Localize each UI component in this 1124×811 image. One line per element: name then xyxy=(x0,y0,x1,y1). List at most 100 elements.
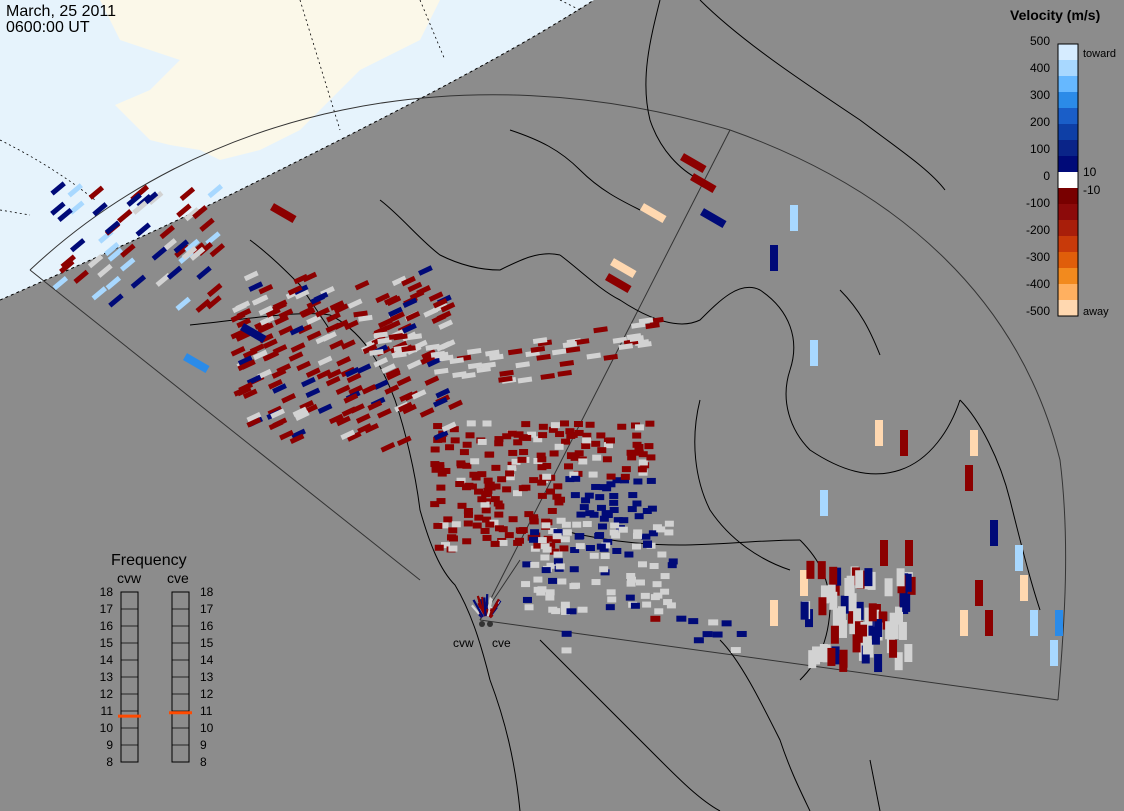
radar-cell xyxy=(181,245,198,261)
radar-cell xyxy=(605,273,632,293)
radar-cell xyxy=(626,572,636,579)
radar-cell xyxy=(348,384,364,396)
radar-cell xyxy=(582,432,592,439)
radar-cell xyxy=(434,544,444,551)
radar-cell xyxy=(646,477,656,484)
radar-cell xyxy=(605,437,615,444)
colorbar-segment xyxy=(1058,44,1078,61)
radar-cell xyxy=(325,375,341,387)
radar-cell xyxy=(104,220,121,235)
radar-cell xyxy=(853,608,862,627)
radar-cell xyxy=(358,314,373,322)
radar-cell xyxy=(902,593,911,612)
radar-cell xyxy=(274,314,289,326)
radar-cell xyxy=(59,259,75,274)
radar-cell xyxy=(281,393,296,404)
radar-cell xyxy=(313,291,329,303)
radar-cell xyxy=(664,520,674,527)
radar-cell xyxy=(515,361,530,369)
frequency-tick-label: 14 xyxy=(200,653,214,667)
radar-cell xyxy=(554,443,564,450)
radar-cell xyxy=(657,551,667,558)
radar-cell xyxy=(246,417,262,428)
velocity-colorbar xyxy=(1057,43,1079,317)
date-label: March, 25 2011 xyxy=(6,3,116,20)
radar-cell xyxy=(864,607,873,626)
radar-cell xyxy=(646,454,656,461)
radar-cell xyxy=(433,423,443,430)
frequency-tick-label: 18 xyxy=(100,585,114,599)
radar-cell xyxy=(548,577,558,584)
radar-cell xyxy=(702,631,713,638)
radar-cell xyxy=(620,477,630,484)
radar-cell xyxy=(557,578,567,585)
radar-cell xyxy=(556,517,566,524)
radar-cell xyxy=(441,542,451,549)
velocity-scale: Velocity (m/s) 500400300200100100-10-100… xyxy=(1010,7,1116,318)
radar-cell xyxy=(854,621,863,640)
radar-cell xyxy=(839,649,848,668)
radar-cell xyxy=(632,432,642,439)
radar-cell xyxy=(603,353,618,361)
radar-cell xyxy=(634,444,644,451)
radar-cell xyxy=(439,522,449,529)
radar-cell xyxy=(552,533,562,540)
radar-cell xyxy=(530,345,546,353)
radar-cell xyxy=(818,597,827,616)
radar-cell xyxy=(485,521,495,528)
radar-cell xyxy=(522,561,532,568)
radar-cell xyxy=(562,341,578,349)
radar-cell xyxy=(541,522,551,529)
radar-cell xyxy=(173,239,189,254)
radar-cell xyxy=(642,601,652,608)
frequency-tick-label: 11 xyxy=(200,704,213,718)
radar-cell xyxy=(373,331,388,339)
radar-cell xyxy=(522,434,532,441)
frequency-tick-label: 9 xyxy=(106,738,113,752)
radar-cell xyxy=(243,270,259,282)
radar-cell xyxy=(430,461,440,468)
radar-cell xyxy=(537,479,547,486)
radar-cell xyxy=(551,348,567,356)
radar-cell xyxy=(613,517,623,524)
radar-cell xyxy=(595,494,605,501)
coastlines xyxy=(189,0,1041,811)
radar-cell xyxy=(207,184,224,199)
radar-cell xyxy=(564,463,574,470)
radar-cell xyxy=(384,384,400,395)
radar-cell xyxy=(632,543,642,550)
radar-cell xyxy=(555,563,565,570)
radar-cell xyxy=(237,355,253,366)
frequency-radar-label-cvw: cvw xyxy=(117,570,142,586)
radar-cell xyxy=(235,331,251,342)
radar-cell xyxy=(832,608,841,627)
radar-cell xyxy=(491,483,501,490)
radar-cell xyxy=(411,389,427,400)
radar-cell xyxy=(328,413,344,425)
radar-cell xyxy=(626,576,636,583)
radar-cell xyxy=(508,516,518,523)
radar-cell xyxy=(385,319,401,331)
radar-cell xyxy=(549,450,559,457)
radar-cell xyxy=(362,343,378,355)
radar-cell xyxy=(462,462,472,469)
radar-cell xyxy=(634,513,644,520)
colorbar-segment xyxy=(1058,76,1078,93)
radar-cell xyxy=(393,333,408,341)
radar-cell xyxy=(852,634,861,653)
colorbar-segment xyxy=(1058,60,1078,77)
radar-cell xyxy=(435,387,451,399)
radar-cell xyxy=(291,428,306,440)
radar-cell xyxy=(640,203,667,223)
velocity-scale-label: -100 xyxy=(1026,196,1050,210)
radar-cell xyxy=(448,535,458,542)
radar-cell xyxy=(356,363,372,374)
radar-cell xyxy=(380,442,396,453)
radar-cell xyxy=(522,596,532,603)
radar-cell xyxy=(474,514,484,521)
radar-cell xyxy=(436,310,452,322)
radar-cell xyxy=(547,507,557,514)
radar-cell xyxy=(354,279,370,291)
graticule xyxy=(0,0,581,216)
